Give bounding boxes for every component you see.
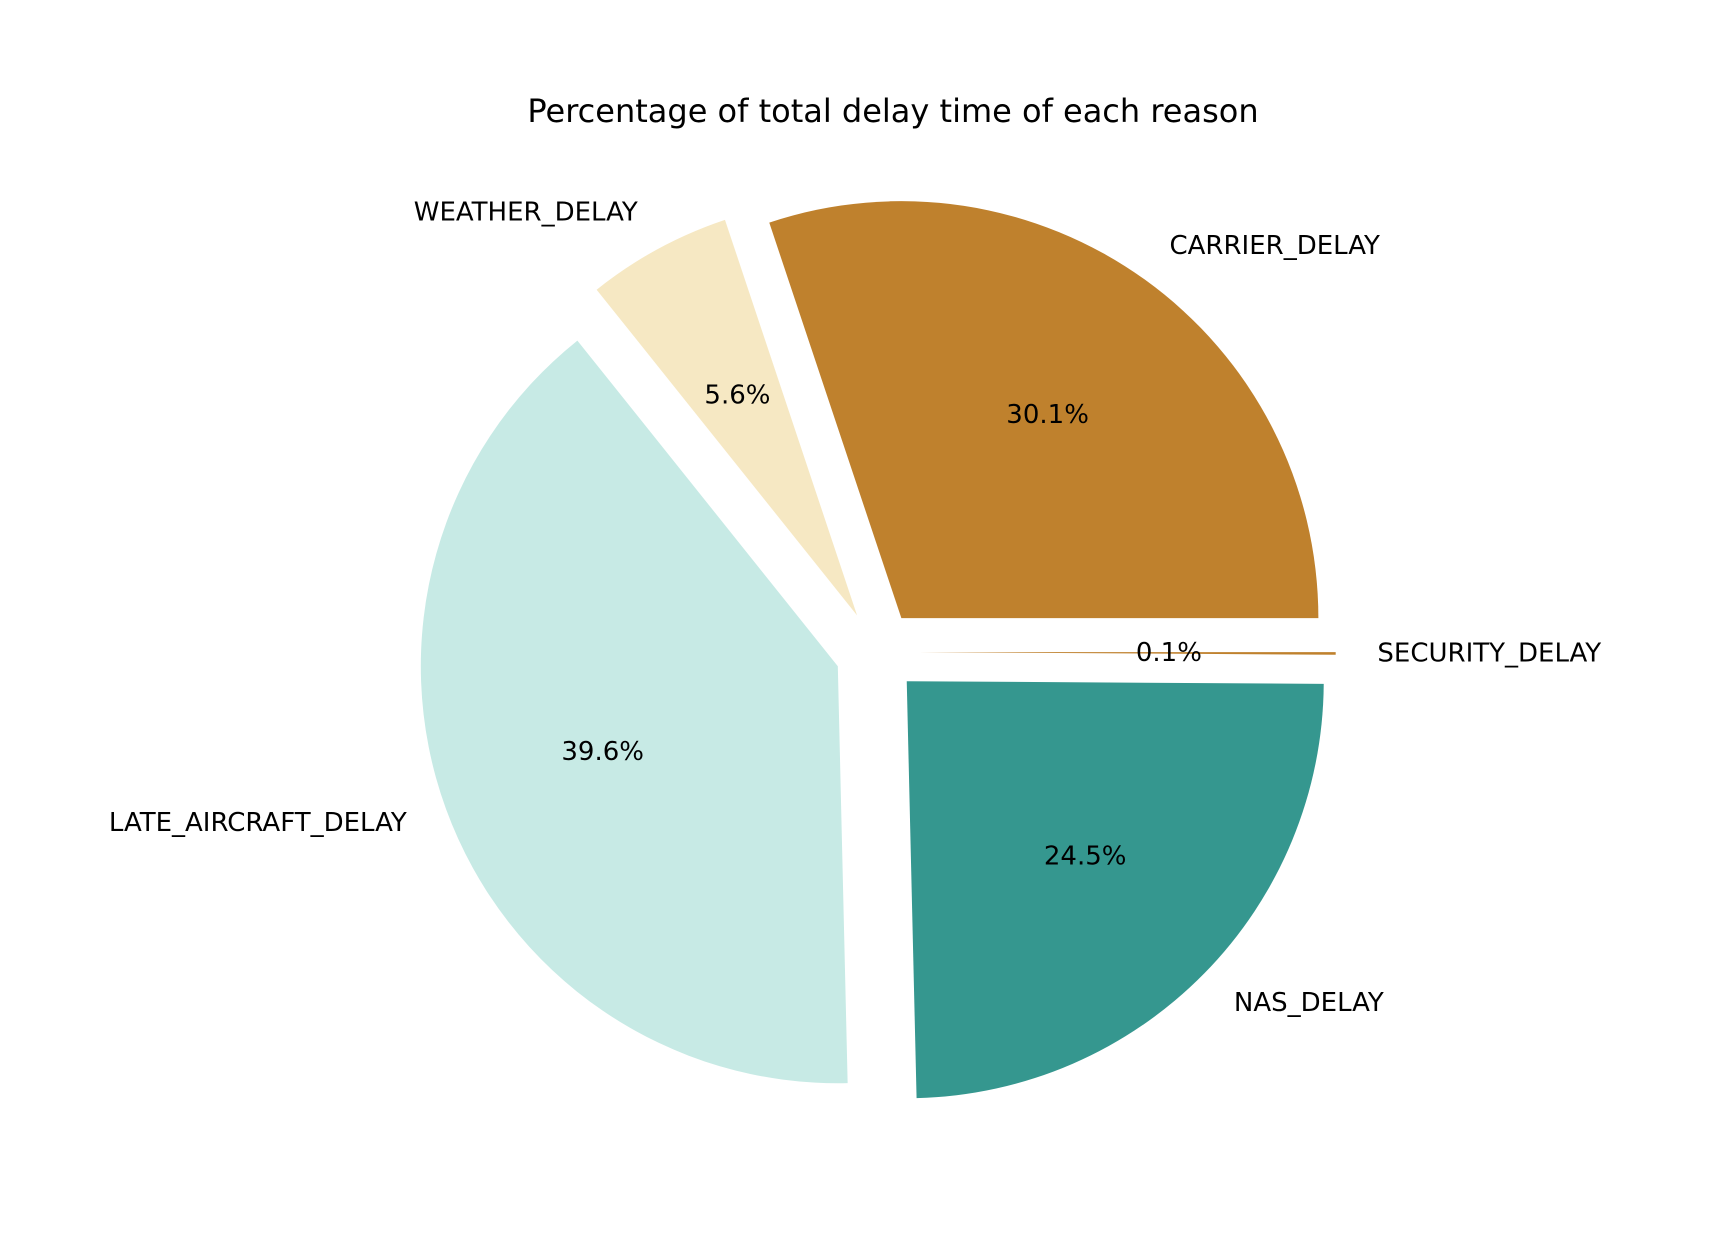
slice-percent-nas-delay: 24.5% (1044, 842, 1127, 872)
slice-percent-carrier-delay: 30.1% (1006, 400, 1089, 430)
slice-label-late-aircraft-delay: LATE_AIRCRAFT_DELAY (109, 808, 407, 838)
pie-slice-security-delay (918, 652, 1336, 655)
chart-title: Percentage of total delay time of each r… (527, 92, 1258, 130)
slices-layer (420, 201, 1336, 1099)
slice-percent-security-delay: 0.1% (1136, 638, 1202, 668)
slice-label-carrier-delay: CARRIER_DELAY (1169, 231, 1380, 261)
slice-percent-late-aircraft-delay: 39.6% (561, 737, 644, 767)
slice-label-nas-delay: NAS_DELAY (1234, 988, 1384, 1018)
slice-label-security-delay: SECURITY_DELAY (1377, 639, 1601, 669)
pie-slice-carrier-delay (769, 201, 1319, 619)
pie-slice-late-aircraft-delay (420, 340, 848, 1084)
pie-slice-weather-delay (596, 219, 858, 616)
slice-label-weather-delay: WEATHER_DELAY (414, 197, 638, 227)
slice-percent-weather-delay: 5.6% (704, 381, 770, 411)
pie-slice-nas-delay (906, 681, 1324, 1099)
labels-layer: CARRIER_DELAY 30.1% WEATHER_DELAY 5.6% LATE_… (109, 197, 1601, 1017)
